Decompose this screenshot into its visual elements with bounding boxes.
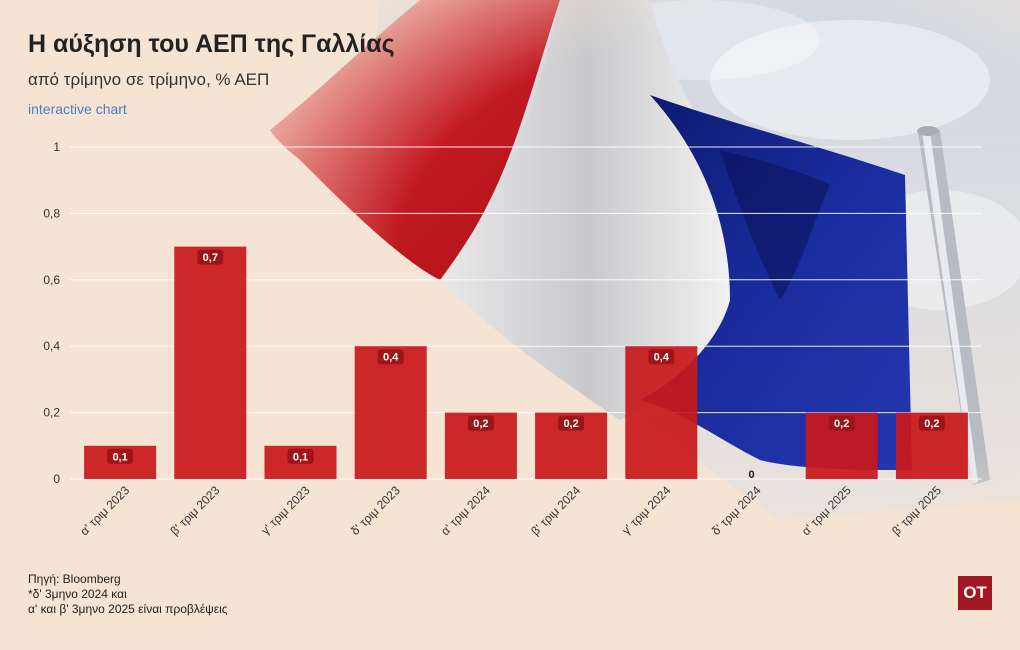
y-tick-label: 0	[53, 472, 60, 486]
y-tick-label: 0,2	[43, 406, 60, 420]
x-tick-label: γ' τριμ 2023	[258, 483, 313, 538]
y-tick-label: 0,4	[43, 339, 60, 353]
data-label-badge	[918, 415, 945, 431]
data-label: 0,2	[834, 418, 849, 430]
data-label-badge	[287, 448, 314, 464]
x-tick-label: β' τριμ 2025	[889, 483, 944, 538]
data-label-badge	[648, 349, 675, 365]
data-label: 0,7	[203, 252, 218, 264]
x-tick-label: δ' τριμ 2024	[709, 483, 764, 538]
forecast-note-2: α' και β' 3μηνο 2025 είναι προβλέψεις	[28, 602, 228, 616]
x-tick-label: β' τριμ 2023	[167, 483, 222, 538]
data-label: 0,2	[563, 418, 578, 430]
data-label: 0,2	[473, 418, 488, 430]
data-label: 0,4	[654, 352, 670, 364]
data-label-badge	[107, 448, 134, 464]
page-subtitle: από τρίμηνο σε τρίμηνο, % ΑΕΠ	[28, 70, 270, 89]
page-title: Η αύξηση του ΑΕΠ της Γαλλίας	[28, 30, 395, 58]
x-tick-label: γ' τριμ 2024	[619, 483, 674, 538]
y-tick-label: 0,6	[43, 273, 60, 287]
data-label-badge	[377, 349, 404, 365]
source-note: Πηγή: Bloomberg	[28, 572, 121, 586]
bar	[354, 346, 427, 479]
forecast-note-1: *δ' 3μηνο 2024 και	[28, 587, 127, 601]
data-label-badge	[828, 415, 855, 431]
data-label: 0,4	[383, 352, 399, 364]
interactive-chart-link[interactable]: interactive chart	[28, 101, 127, 117]
data-label-badge	[197, 249, 224, 265]
y-tick-label: 0,8	[43, 206, 60, 220]
x-tick-label: α' τριμ 2024	[438, 483, 493, 538]
x-tick-label: δ' τριμ 2023	[348, 483, 403, 538]
data-label-badge	[558, 415, 585, 431]
data-label: 0,2	[924, 418, 939, 430]
x-tick-label: α' τριμ 2023	[77, 483, 132, 538]
ot-logo: OT	[958, 576, 992, 610]
bar	[174, 246, 247, 479]
y-tick-label: 1	[53, 140, 60, 154]
x-tick-label: β' τριμ 2024	[528, 483, 583, 538]
data-label: 0,1	[293, 451, 308, 463]
chart-footer: Πηγή: Bloomberg *δ' 3μηνο 2024 και α' κα…	[28, 572, 228, 617]
data-label-badge	[467, 415, 494, 431]
data-label: 0,1	[112, 451, 127, 463]
data-label: 0	[748, 469, 754, 481]
bar	[625, 346, 698, 479]
x-tick-label: α' τριμ 2025	[799, 483, 854, 538]
